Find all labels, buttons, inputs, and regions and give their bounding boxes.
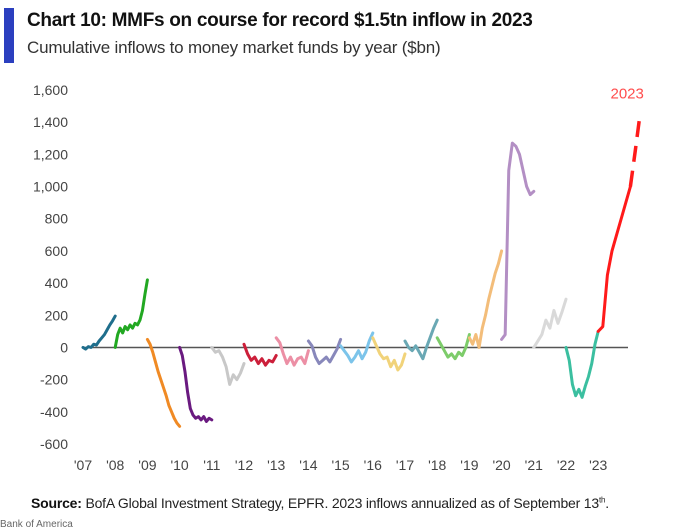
y-tick-label: 800 — [45, 211, 69, 227]
x-tick-label: '07 — [74, 457, 92, 473]
series-line-2023 — [596, 185, 632, 333]
y-tick-label: 1,200 — [33, 146, 68, 162]
series-line-2014 — [306, 337, 343, 366]
x-tick-label: '08 — [106, 457, 124, 473]
annotation-2023: 2023 — [610, 85, 643, 102]
x-tick-label: '10 — [170, 457, 188, 473]
y-tick-label: -400 — [40, 404, 68, 420]
y-tick-label: 0 — [60, 339, 68, 355]
x-tick-label: '09 — [138, 457, 156, 473]
y-tick-label: 400 — [45, 275, 69, 291]
chart-subtitle: Cumulative inflows to money market funds… — [27, 38, 441, 57]
x-tick-label: '13 — [267, 457, 285, 473]
series-line-2011 — [210, 345, 246, 386]
credit-text: Bank of America — [0, 519, 73, 530]
series-projection-2023 — [628, 113, 642, 187]
y-tick-label: 1,400 — [33, 114, 68, 130]
source-text: BofA Global Investment Strategy, EPFR. 2… — [85, 495, 599, 511]
x-tick-label: '14 — [299, 457, 317, 473]
series-line-2022 — [564, 329, 600, 399]
x-axis: '07 '08 '09 '10 '11 '12 '13 '14 '15 '16 '17 '18 '19 '… — [74, 457, 608, 473]
x-tick-label: '18 — [428, 457, 446, 473]
source-label: Source: — [31, 495, 82, 511]
series-line-2016 — [371, 336, 407, 372]
series-line-2007 — [81, 314, 117, 351]
source-note: Source: BofA Global Investment Strategy,… — [31, 495, 609, 511]
series-line-2013 — [274, 336, 310, 367]
series-line-2015 — [339, 331, 375, 364]
x-tick-label: '19 — [460, 457, 478, 473]
series-line-2018 — [435, 333, 471, 361]
y-tick-label: 1,000 — [33, 179, 68, 195]
series-line-2008 — [113, 278, 149, 349]
series-line-2010 — [178, 345, 214, 423]
series-line-2012 — [242, 342, 278, 367]
series-line-2021 — [532, 297, 568, 349]
chart-title: Chart 10: MMFs on course for record $1.5… — [27, 10, 533, 31]
y-tick-label: -600 — [40, 436, 68, 452]
source-end: . — [605, 495, 609, 511]
source-sup: th — [598, 495, 606, 505]
title-accent-bar — [4, 8, 14, 63]
series-line-2020 — [500, 141, 536, 341]
y-axis: -600 -400 -200 0 200 400 600 800 1,000 1,200 1,400… — [33, 82, 68, 452]
y-tick-label: -200 — [40, 372, 68, 388]
x-tick-label: '16 — [364, 457, 382, 473]
series-line-2017 — [403, 318, 439, 361]
y-tick-label: 1,600 — [33, 82, 68, 98]
series-line-2019 — [467, 249, 504, 349]
y-tick-label: 600 — [45, 243, 69, 259]
series-layer — [81, 113, 642, 428]
x-tick-label: '21 — [525, 457, 543, 473]
x-tick-label: '11 — [203, 457, 220, 473]
x-tick-label: '22 — [557, 457, 575, 473]
x-tick-label: '23 — [589, 457, 607, 473]
x-tick-label: '17 — [396, 457, 414, 473]
x-tick-label: '20 — [492, 457, 510, 473]
y-tick-label: 200 — [45, 307, 69, 323]
x-tick-label: '15 — [331, 457, 349, 473]
x-tick-label: '12 — [235, 457, 253, 473]
series-line-2009 — [145, 337, 182, 428]
